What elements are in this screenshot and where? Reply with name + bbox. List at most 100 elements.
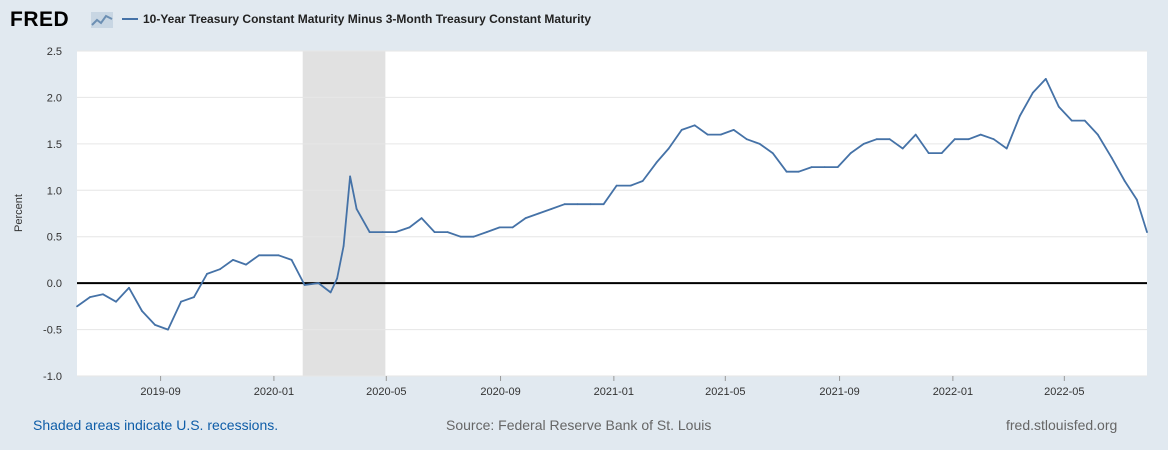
data-point	[128, 286, 130, 289]
data-point	[89, 296, 91, 298]
data-point	[680, 129, 683, 131]
x-tick-label: 2021-09	[819, 386, 859, 398]
data-point	[511, 226, 514, 229]
data-point	[317, 282, 320, 284]
data-point	[1110, 156, 1113, 159]
data-point	[576, 203, 579, 206]
data-point	[1018, 115, 1021, 117]
chart-legend: 10-Year Treasury Constant Maturity Minus…	[122, 12, 591, 26]
grid-layer	[77, 50, 1147, 377]
data-point	[706, 133, 709, 136]
y-tick-label: -1.0	[43, 371, 62, 383]
data-point	[836, 166, 839, 169]
data-point	[381, 231, 384, 234]
data-point	[1070, 119, 1073, 122]
data-point	[655, 161, 658, 164]
data-point	[901, 147, 904, 150]
data-point	[758, 143, 761, 145]
data-point	[102, 293, 104, 296]
x-tick-label: 2021-01	[594, 386, 634, 398]
data-point	[1083, 119, 1086, 122]
y-tick-label: 1.5	[47, 139, 62, 151]
data-point	[303, 284, 306, 286]
data-point	[875, 138, 878, 141]
data-point	[849, 152, 852, 155]
y-axis-ticks: -1.0 -0.5 0.0 0.5 1.0 1.5 2.0 2.5	[43, 46, 62, 383]
data-point	[563, 203, 566, 206]
data-point	[180, 300, 182, 303]
data-point	[797, 170, 800, 173]
plot-background	[77, 51, 1147, 376]
data-point	[258, 254, 260, 257]
data-point	[232, 259, 234, 261]
legend-swatch	[122, 18, 138, 20]
y-tick-label: 2.0	[47, 92, 62, 104]
series-layer	[76, 78, 1148, 331]
data-point	[940, 152, 943, 155]
data-point	[615, 184, 618, 187]
data-point	[1044, 78, 1047, 80]
data-point	[550, 208, 553, 210]
x-tick-label: 2019-09	[140, 386, 180, 398]
data-point	[967, 138, 970, 141]
data-point	[1146, 231, 1148, 234]
legend-label: 10-Year Treasury Constant Maturity Minus…	[143, 12, 592, 26]
x-tick-label: 2022-05	[1044, 386, 1084, 398]
x-tick-label: 2020-05	[366, 386, 406, 398]
y-tick-label: 2.5	[47, 46, 62, 58]
data-point	[1057, 105, 1060, 108]
data-point	[992, 138, 995, 141]
data-point	[206, 273, 208, 275]
data-point	[629, 184, 632, 187]
data-point	[408, 226, 411, 229]
data-point	[771, 152, 774, 155]
data-point	[641, 180, 644, 182]
y-axis-label: Percent	[13, 194, 25, 232]
chart: -1.0 -0.5 0.0 0.5 1.0 1.5 2.0 2.5 2019-09 2020-0…	[13, 46, 1148, 398]
data-point	[446, 231, 449, 234]
data-point	[290, 259, 293, 261]
data-point	[927, 152, 930, 155]
data-point	[115, 300, 117, 303]
x-tick-label: 2021-05	[705, 386, 745, 398]
data-point	[472, 235, 475, 238]
data-point	[1123, 180, 1126, 182]
data-point	[349, 175, 351, 178]
data-point	[862, 143, 865, 145]
data-point	[336, 277, 338, 280]
data-point	[368, 231, 371, 234]
y-tick-label: -0.5	[43, 325, 62, 337]
recession-layer	[302, 51, 386, 376]
data-point	[420, 217, 423, 220]
data-point	[277, 254, 280, 257]
data-point	[167, 328, 169, 331]
data-point	[602, 203, 605, 206]
recession-note-link[interactable]: Shaded areas indicate U.S. recessions.	[33, 417, 279, 433]
recession-band	[302, 51, 386, 376]
data-point	[329, 291, 332, 294]
data-point	[219, 268, 221, 271]
data-point	[823, 166, 826, 169]
source-text: Source: Federal Reserve Bank of St. Loui…	[446, 417, 712, 433]
data-point	[693, 124, 696, 127]
x-tick-label: 2020-09	[480, 386, 520, 398]
data-point	[1096, 133, 1099, 136]
data-point	[785, 170, 788, 173]
fred-logo[interactable]: FRED	[10, 8, 70, 31]
data-point	[245, 263, 247, 266]
data-point	[394, 231, 397, 234]
data-point	[732, 129, 735, 131]
site-link[interactable]: fred.stlouisfed.org	[1006, 417, 1118, 433]
data-point	[485, 231, 488, 234]
data-point	[888, 138, 891, 141]
data-point	[355, 208, 358, 210]
y-tick-label: 0.5	[47, 232, 62, 244]
data-point	[589, 203, 592, 206]
data-point	[719, 133, 722, 136]
data-point	[1135, 198, 1138, 201]
data-point	[745, 138, 748, 141]
line-chart-icon	[91, 12, 113, 28]
data-point	[914, 133, 917, 136]
y-tick-label: 1.0	[47, 185, 62, 197]
y-tick-label: 0.0	[47, 278, 62, 290]
